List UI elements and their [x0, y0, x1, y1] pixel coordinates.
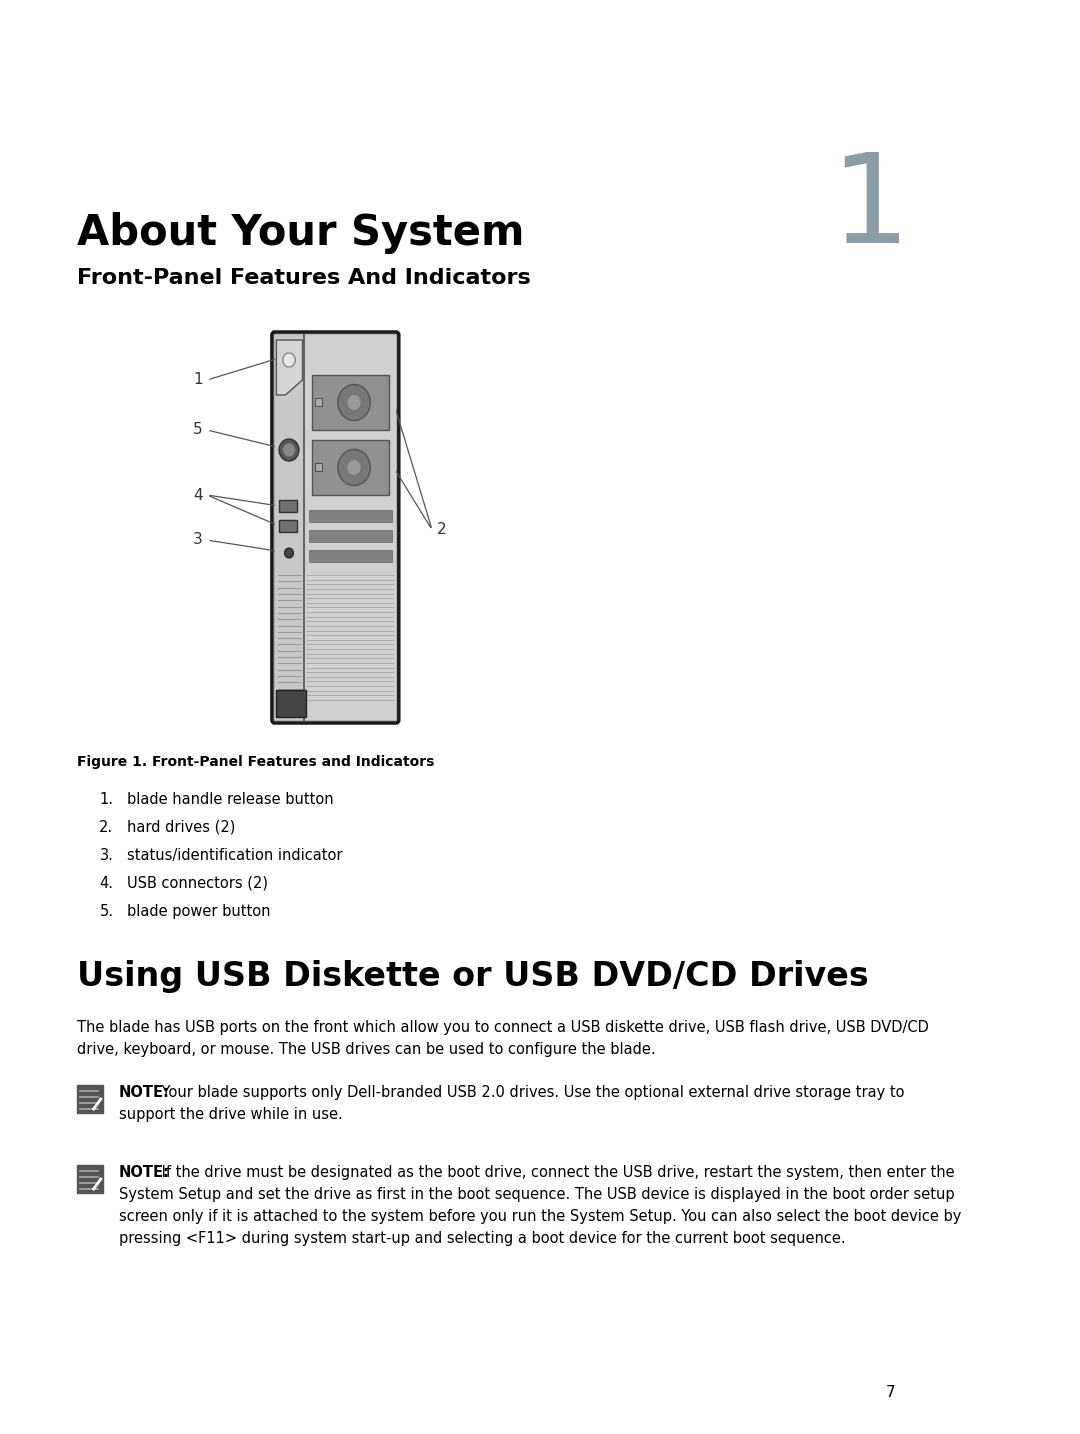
Text: 5: 5	[193, 423, 203, 437]
Circle shape	[347, 394, 362, 410]
Text: About Your System: About Your System	[78, 212, 525, 254]
Text: screen only if it is attached to the system before you run the System Setup. You: screen only if it is attached to the sys…	[119, 1209, 961, 1225]
Text: hard drives (2): hard drives (2)	[127, 820, 235, 835]
Bar	[274, 336, 305, 720]
Text: NOTE:: NOTE:	[119, 1164, 170, 1180]
Text: 4.: 4.	[99, 876, 113, 891]
FancyBboxPatch shape	[272, 333, 399, 723]
Text: Your blade supports only Dell-branded USB 2.0 drives. Use the optional external : Your blade supports only Dell-branded US…	[157, 1086, 904, 1100]
Text: blade power button: blade power button	[127, 903, 270, 919]
Bar	[315, 399, 322, 406]
Text: 1: 1	[193, 373, 203, 387]
Text: The blade has USB ports on the front which allow you to connect a USB diskette d: The blade has USB ports on the front whi…	[78, 1020, 929, 1035]
Text: 7: 7	[886, 1385, 895, 1400]
Circle shape	[347, 459, 362, 476]
Text: Figure 1. Front-Panel Features and Indicators: Figure 1. Front-Panel Features and Indic…	[78, 754, 435, 769]
Text: NOTE:: NOTE:	[119, 1086, 170, 1100]
Bar	[78, 1086, 103, 1113]
Bar	[78, 1164, 103, 1193]
Text: 4: 4	[193, 488, 203, 502]
Text: blade handle release button: blade handle release button	[127, 792, 334, 807]
Bar	[309, 511, 392, 522]
Bar	[309, 551, 392, 562]
Polygon shape	[276, 690, 306, 717]
Bar	[305, 336, 396, 720]
Text: pressing <F11> during system start-up and selecting a boot device for the curren: pressing <F11> during system start-up an…	[119, 1230, 846, 1246]
Text: USB connectors (2): USB connectors (2)	[127, 876, 268, 891]
Text: Using USB Diskette or USB DVD/CD Drives: Using USB Diskette or USB DVD/CD Drives	[78, 959, 869, 992]
Circle shape	[283, 353, 295, 367]
Circle shape	[338, 384, 370, 420]
Polygon shape	[276, 340, 302, 394]
Text: 3.: 3.	[99, 847, 113, 863]
Text: status/identification indicator: status/identification indicator	[127, 847, 342, 863]
Circle shape	[338, 449, 370, 486]
Text: 1: 1	[829, 148, 909, 270]
Text: 5.: 5.	[99, 903, 113, 919]
Bar	[279, 500, 297, 512]
Bar	[309, 531, 392, 542]
Bar	[311, 440, 389, 495]
Bar	[311, 376, 389, 430]
Text: 3: 3	[193, 532, 203, 548]
Circle shape	[284, 548, 294, 558]
Text: drive, keyboard, or mouse. The USB drives can be used to configure the blade.: drive, keyboard, or mouse. The USB drive…	[78, 1043, 656, 1057]
Text: 2.: 2.	[99, 820, 113, 835]
Text: 2: 2	[436, 522, 446, 538]
Text: If the drive must be designated as the boot drive, connect the USB drive, restar: If the drive must be designated as the b…	[157, 1164, 955, 1180]
Text: System Setup and set the drive as first in the boot sequence. The USB device is : System Setup and set the drive as first …	[119, 1187, 955, 1202]
Bar	[279, 521, 297, 532]
Text: support the drive while in use.: support the drive while in use.	[119, 1107, 342, 1121]
Text: 1.: 1.	[99, 792, 113, 807]
Text: Front-Panel Features And Indicators: Front-Panel Features And Indicators	[78, 268, 531, 288]
Circle shape	[283, 443, 295, 457]
Bar	[315, 463, 322, 470]
Circle shape	[279, 439, 299, 460]
